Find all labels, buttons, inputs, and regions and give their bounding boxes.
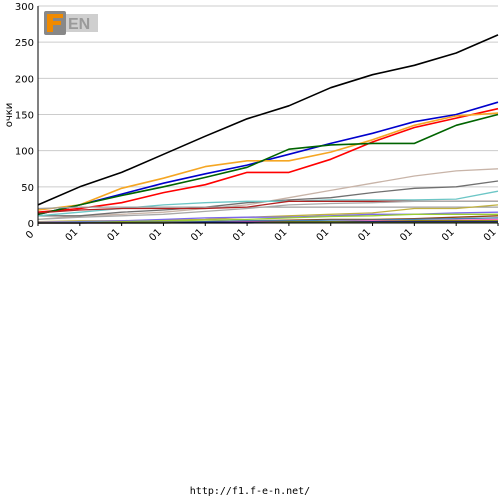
axes [37,6,498,224]
series-line-3 [37,107,499,213]
series-line-1 [37,34,499,206]
x-tick-label: 01 [105,227,122,244]
y-tick-label: 50 [21,183,34,194]
x-tick-label: 01 [356,227,373,244]
x-tick-label: 01 [398,227,415,244]
series-lines [37,34,499,224]
x-tick-label: 01 [440,227,457,244]
svg-text:EN: EN [68,16,90,33]
x-tick-label: 01 [231,227,248,244]
y-tick-label: 150 [15,111,34,122]
series-line-4 [37,112,499,211]
y-tick-label: 0 [28,219,34,230]
x-tick-label: 01 [273,227,290,244]
x-tick-label: 01 [189,227,206,244]
series-line-5 [37,113,499,216]
x-tick-label: 01 [64,227,81,244]
y-tick-label: 250 [15,38,34,49]
site-logo: EN [44,10,100,36]
x-tick-label: 01 [315,227,332,244]
series-line-11 [37,200,498,221]
logo-accent [47,14,63,32]
x-tick-labels: 0 01 01 01 01 01 01 01 01 01 01 01 [24,223,499,244]
y-tick-labels: 0 50 100 150 200 250 300 [15,2,34,230]
x-tick-label: 01 [482,227,499,244]
x-tick-label: 01 [147,227,164,244]
y-tick-label: 200 [15,74,34,85]
grid-lines [38,5,498,224]
footer-url-link[interactable]: http://f1.f-e-n.net/ [189,486,311,497]
y-tick-label: 300 [15,2,34,13]
y-tick-label: 100 [15,147,34,158]
x-tick-label: 0 [24,229,36,241]
series-line-2 [37,101,499,216]
y-axis-title: очки [4,103,15,128]
